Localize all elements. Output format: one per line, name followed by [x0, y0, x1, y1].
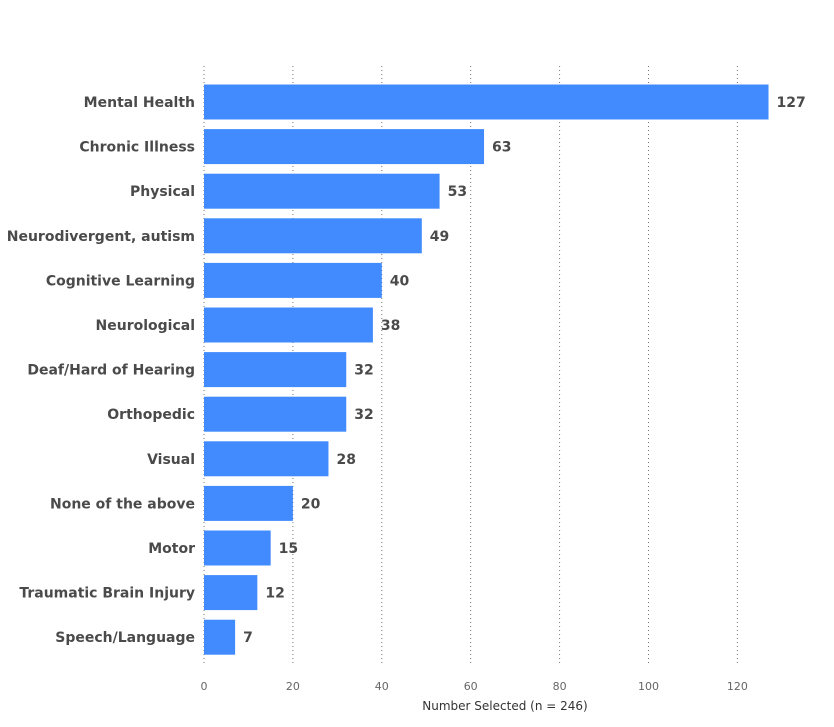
bar: [204, 262, 382, 298]
category-label: Cognitive Learning: [46, 273, 195, 289]
x-tick-label: 100: [638, 680, 659, 693]
data-label: 12: [265, 586, 284, 602]
category-label: Motor: [148, 541, 195, 557]
category-label: Neurodivergent, autism: [7, 229, 195, 245]
x-tick-label: 120: [727, 680, 748, 693]
bars-layer: [204, 84, 769, 655]
category-label: Mental Health: [84, 95, 195, 111]
category-label: Orthopedic: [107, 407, 195, 423]
data-label: 38: [381, 318, 400, 334]
bar: [204, 307, 373, 343]
category-label: Deaf/Hard of Hearing: [27, 363, 195, 379]
bar: [204, 173, 440, 209]
bar: [204, 352, 347, 388]
bar: [204, 441, 329, 477]
x-tick-label: 20: [286, 680, 300, 693]
bar: [204, 218, 422, 254]
data-label: 28: [336, 452, 355, 468]
bar: [204, 396, 347, 432]
x-tick-label: 60: [464, 680, 478, 693]
category-label: Physical: [130, 184, 195, 200]
category-label: Traumatic Brain Injury: [19, 586, 195, 602]
data-label: 49: [430, 229, 449, 245]
data-label: 53: [448, 184, 467, 200]
category-label: None of the above: [50, 496, 195, 512]
x-axis: 0 20 40 60 80 100 120: [201, 680, 748, 693]
category-label: Speech/Language: [55, 630, 195, 646]
x-axis-title: Number Selected (n = 246): [422, 699, 587, 713]
x-tick-label: 80: [553, 680, 567, 693]
bar: [204, 129, 485, 165]
bar: [204, 575, 258, 611]
data-label: 20: [301, 496, 321, 512]
bar: [204, 619, 236, 655]
category-label: Chronic Illness: [79, 140, 195, 156]
data-label: 63: [492, 140, 511, 156]
grid-layer: [203, 66, 738, 666]
bar: [204, 84, 769, 120]
category-label: Neurological: [96, 318, 195, 334]
x-tick-label: 40: [375, 680, 389, 693]
data-label: 32: [354, 407, 373, 423]
data-label: 32: [354, 363, 373, 379]
data-label: 40: [390, 273, 410, 289]
data-label: 7: [243, 630, 253, 646]
bar: [204, 485, 293, 521]
x-tick-label: 0: [201, 680, 208, 693]
data-label: 15: [279, 541, 298, 557]
category-label: Visual: [147, 452, 195, 468]
data-label: 127: [777, 95, 806, 111]
bar: [204, 530, 271, 566]
